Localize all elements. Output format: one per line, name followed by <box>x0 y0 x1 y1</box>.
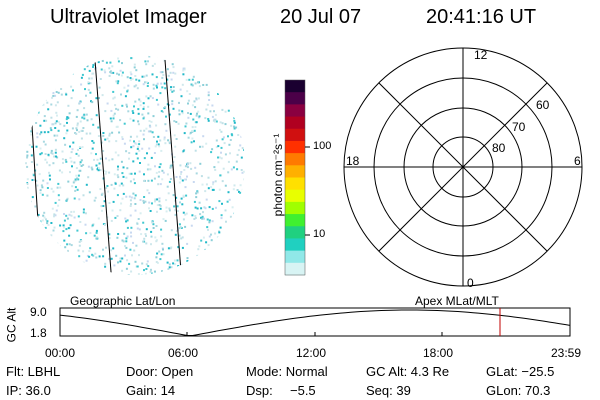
colorbar-segment <box>285 226 305 239</box>
hour-label-12: 12 <box>474 48 488 62</box>
altitude-x-tick: 23:59 <box>551 346 582 360</box>
dsp-label: Dsp: <box>246 383 273 398</box>
colorbar-segment <box>285 189 305 203</box>
longitude-line <box>94 59 113 275</box>
colorbar-segment <box>285 128 305 142</box>
colorbar-segment <box>285 116 305 130</box>
lat-label-80: 80 <box>492 141 506 155</box>
seq-info: Seq: 39 <box>366 383 411 398</box>
gc-alt-info: GC Alt: 4.3 Re <box>366 364 450 379</box>
app-title: Ultraviolet Imager <box>50 6 207 28</box>
colorbar-segment <box>285 140 305 154</box>
colorbar-segment <box>285 238 305 252</box>
uv-image-disk <box>25 55 245 275</box>
colorbar-segment <box>285 92 305 105</box>
hour-label-18: 18 <box>346 154 360 168</box>
colorbar-tick: 10 <box>313 228 326 240</box>
altitude-left-title: Geographic Lat/Lon <box>70 294 176 308</box>
longitude-line <box>164 59 183 275</box>
colorbar-segment <box>285 214 305 227</box>
mode-info: Mode: Normal <box>246 364 328 379</box>
gain-info: Gain: 14 <box>126 383 176 398</box>
colorbar-segment <box>285 250 305 264</box>
hour-label-6: 6 <box>574 154 581 168</box>
lat-label-60: 60 <box>536 98 550 112</box>
door-info: Door: Open <box>126 364 194 379</box>
altitude-right-title: Apex MLat/MLT <box>415 294 499 308</box>
altitude-plot-frame <box>59 307 571 337</box>
altitude-y-tick: 9.0 <box>30 305 47 319</box>
colorbar-segment <box>285 153 305 166</box>
filter-info: Flt: LBHL <box>6 364 61 379</box>
colorbar-segment <box>285 262 305 276</box>
time-label: 20:41:16 UT <box>426 6 537 28</box>
ip-info: IP: 36.0 <box>6 383 51 398</box>
lat-label-70: 70 <box>512 120 526 134</box>
colorbar-segment <box>285 80 305 93</box>
date-label: 20 Jul 07 <box>280 6 362 28</box>
colorbar-tick: 100 <box>313 140 332 152</box>
dsp-value: −5.5 <box>290 383 316 398</box>
altitude-x-tick: 06:00 <box>168 346 199 360</box>
altitude-y-tick: 1.8 <box>30 326 47 340</box>
glat-info: GLat: −25.5 <box>486 364 555 379</box>
altitude-x-tick: 18:00 <box>423 346 454 360</box>
altitude-curve <box>59 309 571 336</box>
colorbar-segment <box>285 201 305 215</box>
glon-info: GLon: 70.3 <box>486 383 551 398</box>
altitude-x-tick: 00:00 <box>45 346 76 360</box>
altitude-x-tick: 12:00 <box>296 346 327 360</box>
colorbar-segment <box>285 104 305 118</box>
colorbar-segment <box>285 177 305 191</box>
hour-label-0: 0 <box>467 276 474 290</box>
colorbar-segment <box>285 165 305 178</box>
